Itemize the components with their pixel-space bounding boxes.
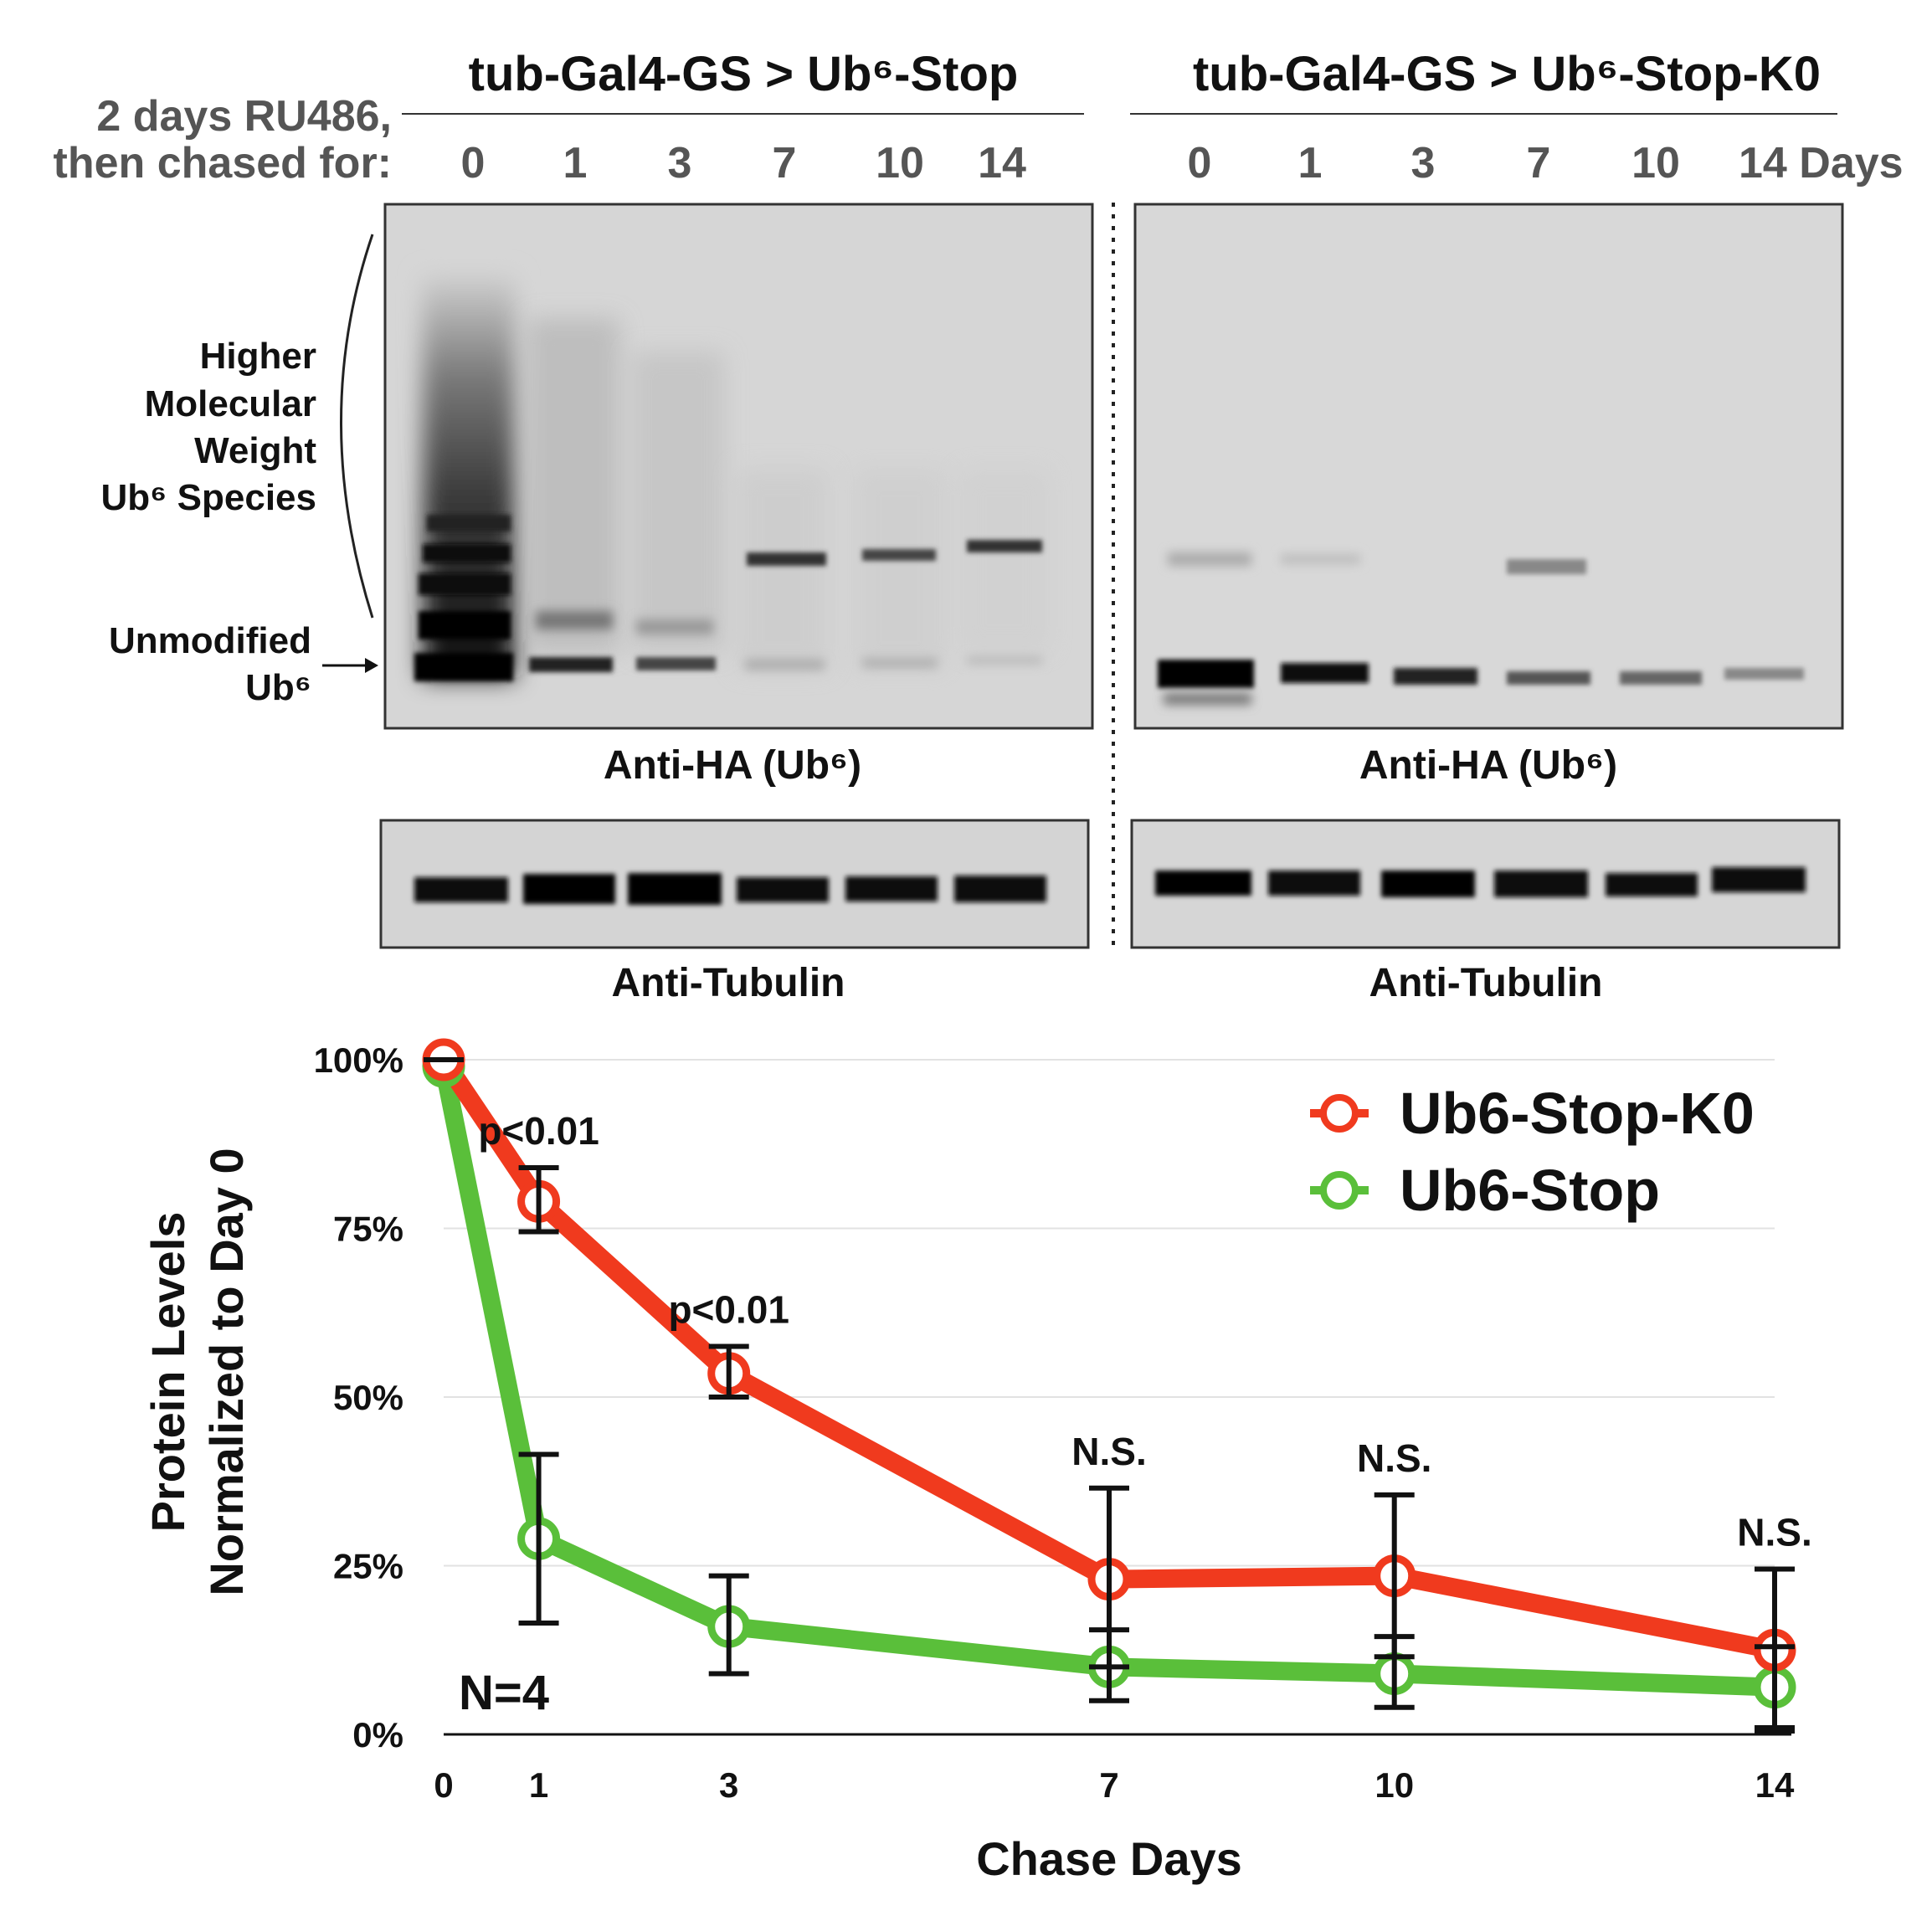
y-tick-labels: 0% 25% 50% 75% 100%	[314, 1040, 403, 1754]
y-tick-label: 25%	[333, 1547, 403, 1586]
blot-ha-right	[1133, 203, 1844, 730]
lane-label: 3	[1411, 139, 1436, 188]
x-tick-label: 14	[1755, 1765, 1795, 1805]
legend-swatch-marker	[1320, 1094, 1359, 1133]
legend-label: Ub6-Stop	[1400, 1158, 1660, 1223]
x-tick-label: 0	[434, 1765, 453, 1805]
lane-label: 10	[1631, 139, 1680, 188]
legend-label: Ub6-Stop-K0	[1400, 1081, 1755, 1146]
significance-label: p<0.01	[478, 1109, 599, 1153]
lane-labels-left: 0 1 3 7 10 14	[461, 139, 1026, 188]
unmodified-label-line: Ub⁶	[245, 667, 311, 708]
group-title-right: tub-Gal4-GS > Ub⁶-Stop-K0	[1193, 47, 1821, 101]
n-label: N=4	[459, 1666, 549, 1720]
hmw-label-line: Molecular	[145, 383, 316, 424]
lane-label: 14 Days	[1739, 139, 1904, 188]
unmodified-label-line: Unmodified	[109, 620, 311, 661]
lane-label: 1	[563, 139, 588, 188]
lane-label: 0	[1188, 139, 1212, 188]
chart-series	[422, 1038, 1796, 1734]
legend-swatch-marker	[1320, 1171, 1359, 1210]
significance-label: N.S.	[1071, 1430, 1146, 1473]
hmw-label-line: Higher	[200, 336, 316, 377]
lane-label: 3	[668, 139, 692, 188]
caption-ha-left: Anti-HA (Ub⁶)	[604, 743, 861, 788]
lane-label: 1	[1298, 139, 1323, 188]
caption-tubulin-right: Anti-Tubulin	[1369, 961, 1603, 1005]
x-tick-label: 3	[719, 1765, 738, 1805]
y-axis-label-line-2: Normalized to Day 0	[200, 1148, 253, 1595]
blot-tubulin-right	[1130, 819, 1841, 949]
hmw-bracket	[340, 234, 374, 619]
blot-tubulin-left	[379, 819, 1090, 949]
arrow-icon	[322, 658, 378, 673]
y-tick-label: 75%	[333, 1210, 403, 1249]
group-title-left: tub-Gal4-GS > Ub⁶-Stop	[469, 47, 1019, 101]
hmw-label-line: Ub⁶ Species	[101, 477, 316, 518]
chart-annotations: p<0.01 p<0.01 N.S. N.S. N.S.	[478, 1109, 1811, 1554]
significance-label: N.S.	[1357, 1436, 1431, 1480]
treatment-line-1: 2 days RU486,	[96, 92, 392, 141]
x-tick-label: 10	[1374, 1765, 1414, 1805]
y-tick-label: 50%	[333, 1378, 403, 1417]
lane-label: 7	[773, 139, 797, 188]
significance-label: p<0.01	[668, 1288, 789, 1332]
hmw-label: Higher Molecular Weight Ub⁶ Species	[101, 336, 317, 518]
chart-legend: Ub6-Stop-K0 Ub6-Stop	[1310, 1081, 1755, 1223]
series-line	[434, 1051, 1784, 1660]
unmodified-label: Unmodified Ub⁶	[109, 620, 311, 708]
y-axis-label-line-1: Protein Levels	[141, 1212, 194, 1533]
treatment-line-2: then chased for:	[54, 139, 393, 188]
x-tick-label: 1	[529, 1765, 548, 1805]
x-tick-label: 7	[1099, 1765, 1118, 1805]
lane-labels-right: 0 1 3 7 10 14 Days	[1188, 139, 1904, 188]
lane-label: 14	[978, 139, 1026, 188]
x-tick-labels: 0 1 3 7 10 14	[434, 1765, 1795, 1805]
y-tick-label: 0%	[352, 1715, 403, 1754]
y-tick-label: 100%	[314, 1040, 403, 1080]
hmw-label-line: Weight	[194, 430, 316, 471]
lane-label: 7	[1527, 139, 1551, 188]
x-axis-label: Chase Days	[976, 1832, 1242, 1885]
series-line	[434, 1057, 1784, 1697]
significance-label: N.S.	[1737, 1511, 1811, 1554]
caption-tubulin-left: Anti-Tubulin	[612, 961, 845, 1005]
lane-label: 0	[461, 139, 486, 188]
chart: 0% 25% 50% 75% 100% 0 1 3 7 10 14 p<0.01 p<0.01 N.S…	[141, 1038, 1812, 1885]
lane-label: 10	[876, 139, 924, 188]
blot-ha-left	[383, 203, 1094, 730]
caption-ha-right: Anti-HA (Ub⁶)	[1359, 743, 1617, 788]
